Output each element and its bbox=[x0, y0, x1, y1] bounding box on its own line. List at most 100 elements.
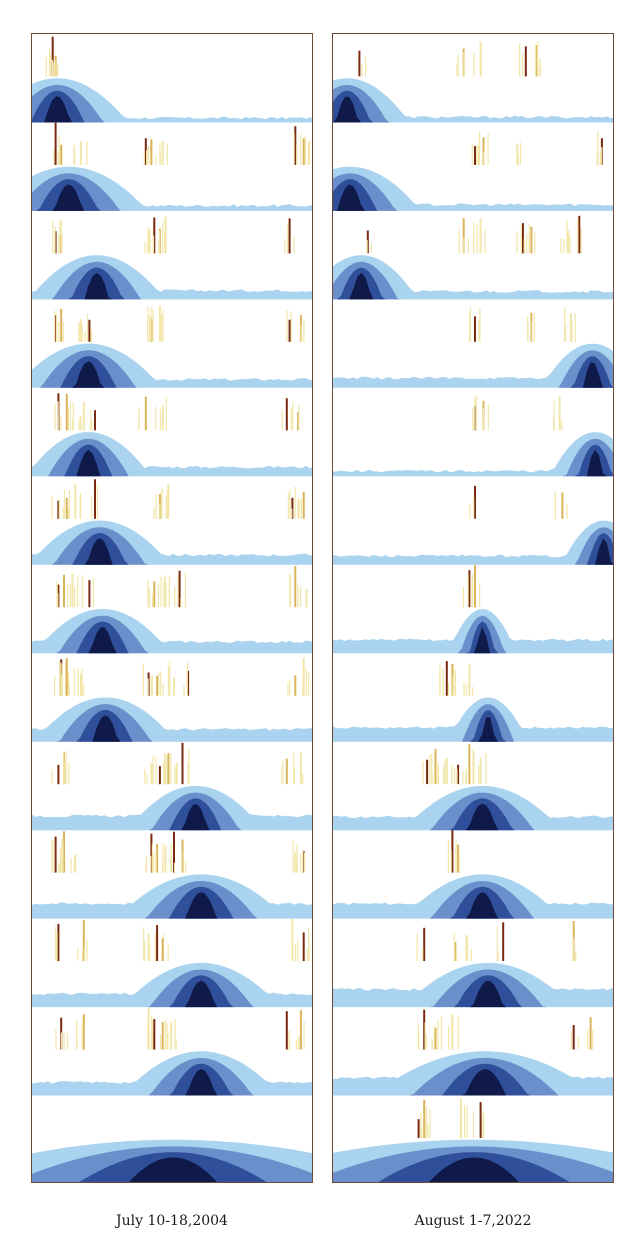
event-mark bbox=[281, 765, 283, 785]
event-mark bbox=[426, 759, 429, 785]
event-mark bbox=[462, 586, 465, 608]
event-mark bbox=[144, 941, 146, 962]
event-mark bbox=[596, 153, 598, 165]
event-mark bbox=[312, 591, 313, 608]
event-mark bbox=[462, 218, 465, 254]
event-mark bbox=[164, 752, 166, 785]
left-panel bbox=[31, 33, 313, 1183]
event-mark bbox=[160, 672, 162, 696]
event-mark bbox=[144, 138, 147, 165]
event-mark bbox=[83, 684, 85, 696]
row-11 bbox=[333, 921, 613, 1008]
band-layer-2 bbox=[32, 792, 312, 831]
event-mark bbox=[286, 310, 288, 342]
event-mark bbox=[152, 593, 154, 608]
event-mark bbox=[156, 925, 159, 961]
event-mark bbox=[483, 407, 485, 431]
right-chart bbox=[333, 41, 613, 1182]
event-mark bbox=[57, 764, 60, 785]
event-mark bbox=[289, 489, 291, 519]
event-mark bbox=[149, 230, 151, 254]
row-7 bbox=[32, 565, 313, 654]
event-mark bbox=[84, 331, 86, 342]
event-mark bbox=[540, 66, 542, 77]
row-1 bbox=[32, 36, 312, 123]
row-13 bbox=[333, 1098, 613, 1182]
event-mark bbox=[185, 861, 187, 873]
event-mark bbox=[294, 565, 297, 608]
event-mark bbox=[54, 675, 56, 696]
event-mark bbox=[300, 498, 302, 519]
event-mark bbox=[90, 409, 92, 431]
event-mark bbox=[564, 306, 566, 342]
event-mark bbox=[175, 1038, 177, 1050]
event-mark bbox=[147, 1007, 150, 1050]
event-mark bbox=[482, 1114, 484, 1138]
event-mark bbox=[425, 1106, 428, 1138]
event-mark bbox=[370, 242, 372, 254]
event-mark bbox=[466, 1106, 468, 1138]
event-mark bbox=[454, 670, 457, 696]
event-mark bbox=[167, 665, 169, 696]
event-mark bbox=[166, 490, 168, 519]
event-mark bbox=[304, 852, 306, 873]
event-mark bbox=[573, 938, 575, 962]
event-mark bbox=[53, 62, 55, 77]
event-mark bbox=[471, 574, 474, 608]
event-mark bbox=[302, 851, 305, 873]
row-2 bbox=[32, 122, 312, 211]
event-mark bbox=[474, 316, 476, 342]
event-mark bbox=[294, 486, 296, 519]
event-mark bbox=[152, 854, 155, 873]
event-mark bbox=[463, 1104, 466, 1138]
event-mark bbox=[154, 933, 156, 962]
event-mark bbox=[302, 774, 304, 785]
event-mark bbox=[561, 421, 563, 431]
event-mark bbox=[153, 217, 156, 254]
event-mark bbox=[82, 575, 84, 608]
event-mark bbox=[422, 761, 424, 785]
event-mark bbox=[62, 506, 64, 519]
row-8 bbox=[32, 658, 312, 742]
event-mark bbox=[174, 1019, 176, 1050]
event-mark bbox=[148, 1031, 150, 1050]
event-mark bbox=[434, 749, 437, 785]
event-mark bbox=[181, 742, 184, 785]
row-6 bbox=[32, 479, 312, 565]
event-mark bbox=[531, 321, 533, 342]
band-layer-3 bbox=[32, 356, 312, 388]
band-layer-1 bbox=[333, 255, 613, 300]
event-mark bbox=[453, 668, 455, 696]
event-mark bbox=[365, 56, 367, 77]
event-mark bbox=[57, 414, 59, 431]
event-mark bbox=[181, 839, 184, 873]
event-mark bbox=[152, 308, 154, 342]
event-mark bbox=[294, 675, 297, 696]
band-layer-4 bbox=[428, 1157, 520, 1182]
event-mark bbox=[58, 135, 60, 165]
event-mark bbox=[158, 672, 160, 696]
event-mark bbox=[57, 923, 60, 962]
event-mark bbox=[69, 583, 71, 608]
event-mark bbox=[592, 1029, 594, 1050]
event-mark bbox=[150, 307, 152, 342]
event-mark bbox=[366, 239, 368, 254]
event-mark bbox=[147, 933, 150, 962]
left-caption: July 10-18,2004 bbox=[116, 1213, 228, 1229]
event-mark bbox=[458, 230, 460, 254]
event-mark bbox=[163, 761, 165, 785]
event-mark bbox=[465, 683, 467, 696]
event-mark bbox=[302, 682, 304, 696]
event-mark bbox=[68, 671, 70, 696]
event-mark bbox=[445, 758, 448, 785]
event-mark bbox=[431, 753, 433, 785]
event-mark bbox=[51, 840, 53, 873]
event-mark bbox=[147, 1023, 149, 1050]
band-layer-3 bbox=[333, 90, 613, 123]
event-mark bbox=[72, 401, 74, 431]
event-mark bbox=[293, 753, 295, 785]
event-mark bbox=[487, 404, 489, 431]
event-mark bbox=[471, 686, 474, 696]
event-mark bbox=[470, 949, 472, 962]
event-mark bbox=[161, 405, 164, 431]
